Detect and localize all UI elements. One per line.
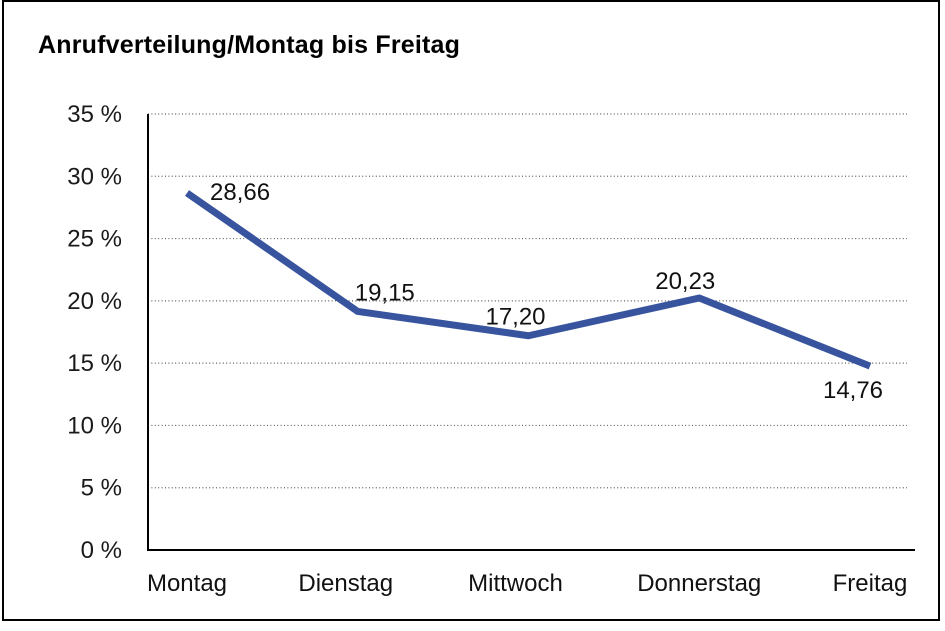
- chart-title: Anrufverteilung/Montag bis Freitag: [38, 31, 461, 59]
- y-tick-label: 30 %: [67, 163, 122, 190]
- data-point-label: 28,66: [210, 179, 270, 206]
- y-tick-label: 15 %: [67, 350, 122, 377]
- y-tick-label: 10 %: [67, 412, 122, 439]
- y-tick-label: 5 %: [81, 475, 122, 502]
- data-point-label: 19,15: [355, 279, 415, 306]
- x-axis-label: Mittwoch: [468, 570, 563, 597]
- y-tick-label: 35 %: [67, 101, 122, 128]
- y-tick-label: 25 %: [67, 226, 122, 253]
- data-point-label: 17,20: [485, 304, 545, 331]
- x-axis-label: Donnerstag: [637, 570, 761, 597]
- data-point-label: 20,23: [655, 268, 715, 295]
- x-axis-label: Montag: [147, 570, 227, 597]
- data-line: [185, 190, 872, 370]
- x-axis-label: Freitag: [833, 570, 908, 597]
- data-point-label: 14,76: [823, 377, 883, 404]
- y-tick-label: 0 %: [81, 537, 122, 564]
- x-axis-label: Dienstag: [298, 570, 393, 597]
- y-tick-label: 20 %: [67, 288, 122, 315]
